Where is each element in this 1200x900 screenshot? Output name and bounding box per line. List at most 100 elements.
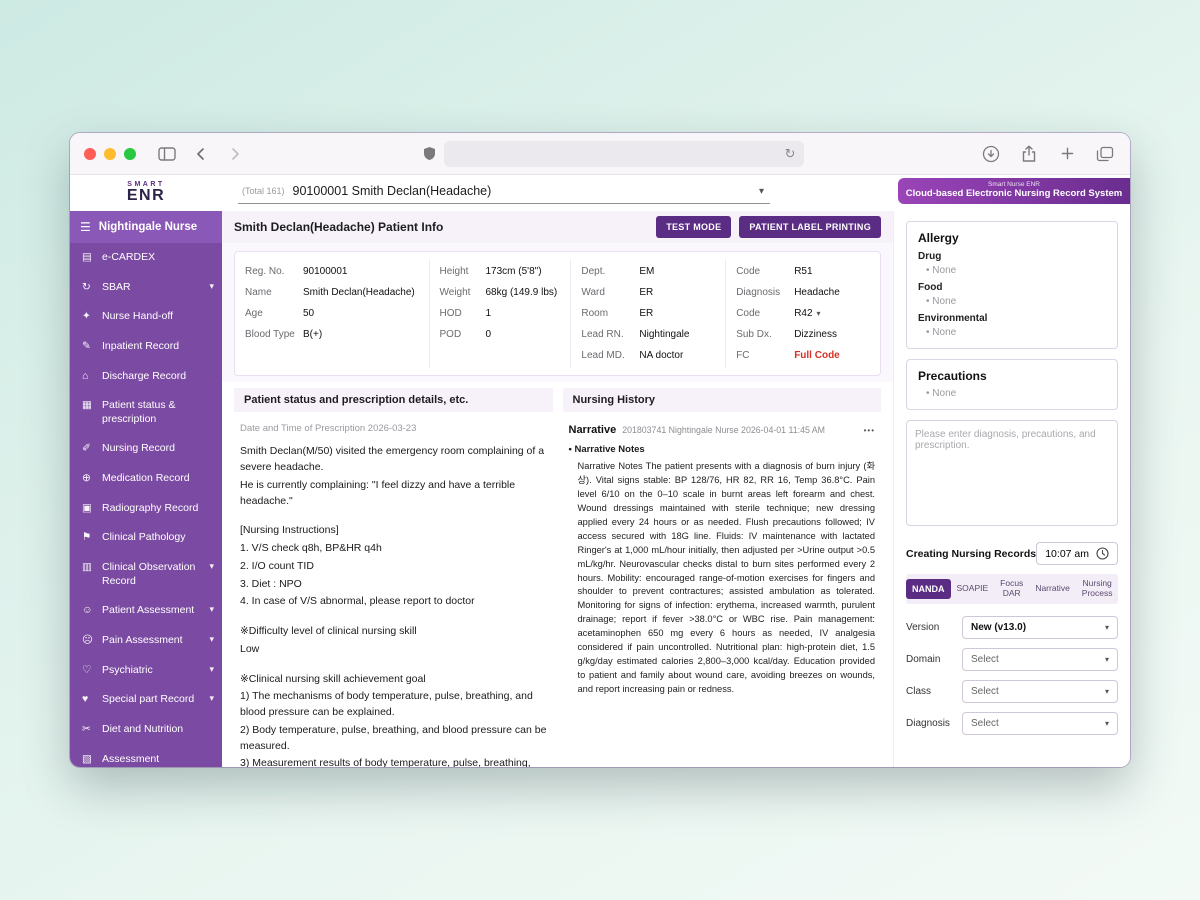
ward-value: ER — [639, 287, 654, 298]
privacy-shield-icon[interactable] — [423, 146, 436, 161]
allergy-environmental-label: Environmental — [918, 313, 988, 324]
minimize-window-button[interactable] — [104, 147, 116, 160]
allergy-box: Allergy Drug None Food None Environmenta… — [906, 221, 1118, 349]
sidebar-item-special-part-record[interactable]: ♥ Special part Record — [70, 685, 222, 715]
app-header: SMART ENR (Total 161) 90100001 Smith Dec… — [70, 175, 1130, 211]
prescription-paragraph: 1. V/S check q8h, BP&HR q4h — [240, 542, 382, 554]
chevron-down-icon — [209, 604, 214, 615]
browser-toolbar — [70, 133, 1130, 175]
page-title: Smith Declan(Headache) Patient Info — [234, 220, 444, 234]
diagnosis-value: Headache — [794, 287, 840, 298]
sidebar-item-psychiatric[interactable]: ♡ Psychiatric — [70, 656, 222, 686]
allergy-food-label: Food — [918, 282, 943, 293]
class-select[interactable]: Select — [962, 679, 1118, 703]
chevron-down-icon — [209, 281, 214, 292]
record-time-picker[interactable]: 10:07 am — [1036, 542, 1118, 565]
address-bar-input[interactable] — [443, 140, 804, 167]
sidebar-item-assessment[interactable]: ▧ Assessment — [82, 752, 160, 765]
sidebar-item-radiography-record[interactable]: ▣ Radiography Record — [82, 501, 199, 514]
weight-value: 68kg (149.9 lbs) — [485, 287, 558, 298]
lead-md-value: NA doctor — [639, 350, 684, 361]
blood-type-value: B(+) — [303, 329, 323, 340]
sidebar-item-discharge-record[interactable]: ⌂ Discharge Record — [82, 369, 187, 382]
address-bar-area — [258, 140, 968, 167]
tab-nursing-process[interactable]: Nursing Process — [1081, 578, 1113, 598]
test-mode-button[interactable]: TEST MODE — [656, 216, 732, 238]
field-label: FC — [736, 350, 750, 361]
sidebar-item-clinical-observation-record[interactable]: ▥ Clinical Observation Record — [70, 553, 222, 596]
field-label: Code — [736, 266, 761, 277]
prescription-paragraph: 4. In case of V/S abnormal, please repor… — [240, 595, 475, 608]
allergy-environmental-value: None — [918, 327, 1106, 338]
back-icon[interactable] — [190, 143, 212, 165]
tab-narrative[interactable]: Narrative — [1035, 582, 1070, 593]
code-select[interactable]: Code R42 — [736, 303, 870, 324]
nursing-history-title: Nursing History — [562, 388, 881, 412]
sidebar-item-pain-assessment[interactable]: ☹ Pain Assessment — [70, 626, 222, 656]
tab-focus-dar[interactable]: Focus DAR — [1000, 578, 1024, 598]
patient-info-section: Reg. No. 90100001 Name Smith Declan(Headac… — [222, 243, 893, 382]
domain-select[interactable]: Select — [962, 647, 1118, 671]
close-window-button[interactable] — [84, 147, 96, 160]
field-label: HOD — [439, 308, 462, 319]
field-label: Height — [439, 266, 469, 277]
sidebar-item-diet-and-nutrition[interactable]: ✂ Diet and Nutrition — [82, 722, 184, 735]
share-icon[interactable] — [1018, 143, 1040, 165]
sidebar-item-clinical-pathology[interactable]: ⚑ Clinical Pathology — [82, 531, 186, 544]
downloads-icon[interactable] — [980, 143, 1002, 165]
diagnosis-select[interactable]: Select — [962, 711, 1118, 735]
patient-select-dropdown[interactable]: (Total 161) 90100001 Smith Declan(Headac… — [238, 182, 770, 204]
chevron-down-icon — [1105, 623, 1109, 632]
sidebar-toggle-icon[interactable] — [156, 143, 178, 165]
badge-main-text: Cloud-based Electronic Nursing Record Sy… — [905, 188, 1123, 199]
right-panel: Allergy Drug None Food None Environmenta… — [894, 211, 1130, 767]
prescription-panel-body: Date and Time of Prescription 2026-03-23… — [234, 412, 553, 767]
zoom-window-button[interactable] — [124, 147, 136, 160]
discharge-record-icon: ⌂ — [82, 369, 89, 382]
height-value: 173cm (5'8") — [485, 266, 542, 277]
toolbar-right-icons — [980, 143, 1116, 165]
dept-value: EM — [639, 266, 655, 277]
prescription-date: Date and Time of Prescription 2026-03-23 — [240, 423, 417, 434]
creating-records-row: Creating Nursing Records 10:07 am — [906, 542, 1118, 565]
clock-icon — [1096, 547, 1109, 560]
handoff-icon: ✦ — [82, 310, 91, 323]
version-value: New (v13.0) — [971, 621, 1027, 633]
record-time-value: 10:07 am — [1045, 547, 1089, 560]
sidebar-item-nurse-hand-off[interactable]: ✦ Nurse Hand-off — [82, 310, 174, 323]
special-part-icon: ♥ — [82, 693, 89, 706]
sidebar-item-e-cardex[interactable]: ▤ e-CARDEX — [82, 251, 156, 263]
pain-assessment-icon: ☹ — [82, 633, 93, 646]
diagnosis-notes-textarea[interactable] — [906, 420, 1118, 526]
allergy-drug-label: Drug — [918, 251, 942, 262]
record-options-icon[interactable] — [864, 423, 875, 439]
tab-soapie[interactable]: SOAPIE — [956, 582, 989, 593]
prescription-paragraph: He is currently complaining: "I feel diz… — [240, 478, 516, 507]
chevron-down-icon — [817, 309, 821, 318]
field-label: Age — [245, 308, 263, 319]
sidebar-nurse-header[interactable]: Nightingale Nurse — [70, 211, 222, 243]
pod-value: 0 — [485, 329, 492, 340]
sidebar-item-patient-status-prescription[interactable]: ▦ Patient status & prescription — [82, 399, 176, 425]
sidebar-item-sbar[interactable]: ↻ SBAR — [70, 273, 222, 303]
window-controls — [84, 147, 136, 160]
forward-icon[interactable] — [224, 143, 246, 165]
sidebar-item-medication-record[interactable]: ⊕ Medication Record — [82, 472, 190, 485]
field-label: Lead MD. — [581, 350, 625, 361]
sidebar-item-patient-assessment[interactable]: ☺ Patient Assessment — [70, 596, 222, 626]
sidebar-item-nursing-record[interactable]: ✐ Nursing Record — [82, 442, 175, 455]
sidebar-item-inpatient-record[interactable]: ✎ Inpatient Record — [82, 339, 180, 352]
tab-nanda[interactable]: NANDA — [906, 578, 951, 599]
reload-icon[interactable] — [785, 145, 796, 163]
hamburger-menu-icon[interactable] — [80, 220, 91, 234]
tab-overview-icon[interactable] — [1094, 143, 1116, 165]
chevron-down-icon — [1105, 719, 1109, 728]
diagnosis-label: Diagnosis — [906, 717, 950, 729]
version-select[interactable]: New (v13.0) — [962, 615, 1118, 639]
patient-label-printing-button[interactable]: PATIENT LABEL PRINTING — [739, 216, 881, 238]
prescription-paragraph: ※Clinical nursing skill achievement goal — [240, 672, 426, 685]
patient-info-titlebar: Smith Declan(Headache) Patient Info TEST… — [222, 211, 893, 243]
new-tab-icon[interactable] — [1056, 143, 1078, 165]
patient-total-count: (Total 161) — [242, 186, 285, 196]
chevron-down-icon — [209, 664, 214, 675]
